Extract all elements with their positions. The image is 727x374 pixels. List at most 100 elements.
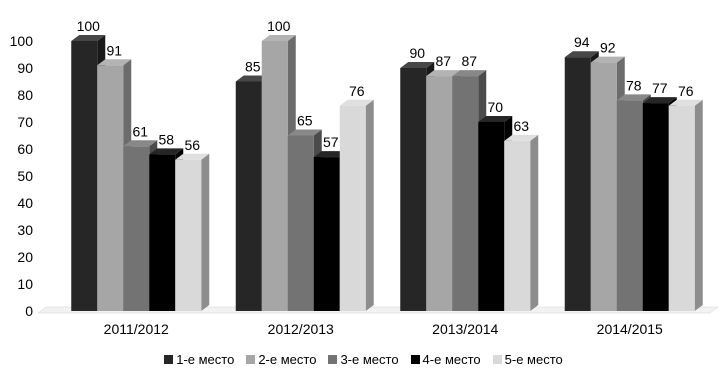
legend: 1-е место 2-е место 3-е место 4-е место 5-е … <box>0 349 727 369</box>
y-tick-label: 90 <box>17 60 33 76</box>
bar-front <box>339 105 366 311</box>
bar <box>175 153 210 311</box>
data-label: 61 <box>132 123 148 139</box>
data-label: 94 <box>574 34 590 50</box>
bar-side <box>365 99 374 311</box>
bar-top <box>400 62 435 68</box>
legend-item: 2-е место <box>246 349 316 369</box>
bar-front <box>478 122 505 311</box>
data-label: 92 <box>600 40 616 56</box>
bar-front <box>235 81 262 311</box>
bar-top <box>642 97 677 104</box>
legend-swatch <box>246 354 256 364</box>
legend-label: 1-е место <box>176 351 235 367</box>
data-label: 70 <box>487 99 503 115</box>
bar-front <box>668 105 695 311</box>
y-tick-label: 0 <box>25 303 33 319</box>
bar-top <box>426 70 461 77</box>
data-labels: 100 91 61 58 56 85 100 65 57 76 90 87 87 70 63 94 92 78 77… <box>77 18 694 153</box>
legend-swatch <box>410 354 420 364</box>
bar-front <box>616 100 643 312</box>
bar-front <box>642 103 669 311</box>
data-label: 56 <box>184 137 200 153</box>
bars <box>71 35 703 312</box>
bar-top <box>590 56 625 63</box>
bar-front <box>175 159 202 311</box>
bar-front <box>400 68 427 311</box>
y-tick-label: 10 <box>17 276 33 292</box>
data-label: 76 <box>349 83 365 99</box>
y-tick-label: 80 <box>17 87 33 103</box>
bar-front <box>97 65 124 311</box>
data-label: 76 <box>678 83 694 99</box>
bar-top <box>123 140 158 147</box>
data-label: 77 <box>652 80 668 96</box>
legend-item: 5-е место <box>492 349 563 369</box>
bar-top <box>97 59 132 66</box>
data-label: 65 <box>297 113 313 129</box>
bar-front <box>564 57 591 312</box>
bar-top <box>313 151 348 158</box>
data-label: 85 <box>245 59 261 75</box>
bar-top <box>504 134 539 141</box>
bar-top <box>261 35 296 41</box>
data-label: 100 <box>267 18 291 34</box>
bar-front <box>71 41 98 311</box>
bar-top <box>339 99 374 106</box>
y-tick-label: 50 <box>17 168 33 184</box>
bar-side <box>530 134 539 311</box>
data-label: 78 <box>626 77 642 93</box>
bar-top <box>235 75 270 82</box>
data-label: 100 <box>77 18 101 34</box>
legend-swatch <box>328 354 338 364</box>
bar-top <box>287 129 322 136</box>
bar-side <box>201 153 210 311</box>
legend-item: 3-е место <box>328 349 399 369</box>
y-tick-label: 40 <box>17 195 33 211</box>
bar <box>504 134 539 311</box>
data-label: 58 <box>158 131 174 147</box>
chart-floor <box>37 306 719 314</box>
y-tick-label: 100 <box>10 33 34 49</box>
bar-top <box>175 153 210 160</box>
bar-top <box>616 94 651 101</box>
bar-side <box>694 99 703 311</box>
x-tick-label: 2013/2014 <box>432 321 498 337</box>
y-tick-label: 30 <box>17 222 33 238</box>
bar-top <box>478 116 513 122</box>
bar <box>339 99 374 311</box>
y-tick-label: 20 <box>17 249 33 265</box>
data-label: 63 <box>513 118 529 134</box>
data-label: 91 <box>106 42 122 58</box>
legend-label: 4-е место <box>422 351 481 367</box>
bar-top <box>668 99 703 106</box>
bar-front <box>426 76 453 311</box>
bar-front <box>504 140 531 311</box>
legend-item: 4-е место <box>410 349 481 369</box>
y-tick-label: 70 <box>17 114 33 130</box>
bar-front <box>149 154 176 311</box>
x-tick-label: 2014/2015 <box>597 321 663 337</box>
bar-front <box>313 157 340 311</box>
data-label: 87 <box>435 53 451 69</box>
legend-label: 3-е место <box>340 351 399 367</box>
bar-top <box>149 148 184 155</box>
axes: 0 10 20 30 40 50 60 70 80 90 100 2011/2012 2012/2013… <box>10 33 719 337</box>
bar <box>668 99 703 311</box>
data-label: 90 <box>409 45 425 61</box>
bar-front <box>590 62 617 311</box>
bar-front <box>261 41 288 311</box>
data-label: 87 <box>461 53 477 69</box>
bar-top <box>452 70 487 77</box>
legend-swatch <box>492 354 502 364</box>
bar-top <box>71 35 106 41</box>
bar-front <box>287 135 314 311</box>
bar-front <box>452 76 479 311</box>
legend-label: 2-е место <box>258 351 317 367</box>
legend-label: 5-е место <box>504 351 563 367</box>
bar-top <box>564 51 599 58</box>
bar-front <box>123 146 150 311</box>
data-label: 57 <box>323 134 339 150</box>
legend-item: 1-е место <box>164 349 234 369</box>
